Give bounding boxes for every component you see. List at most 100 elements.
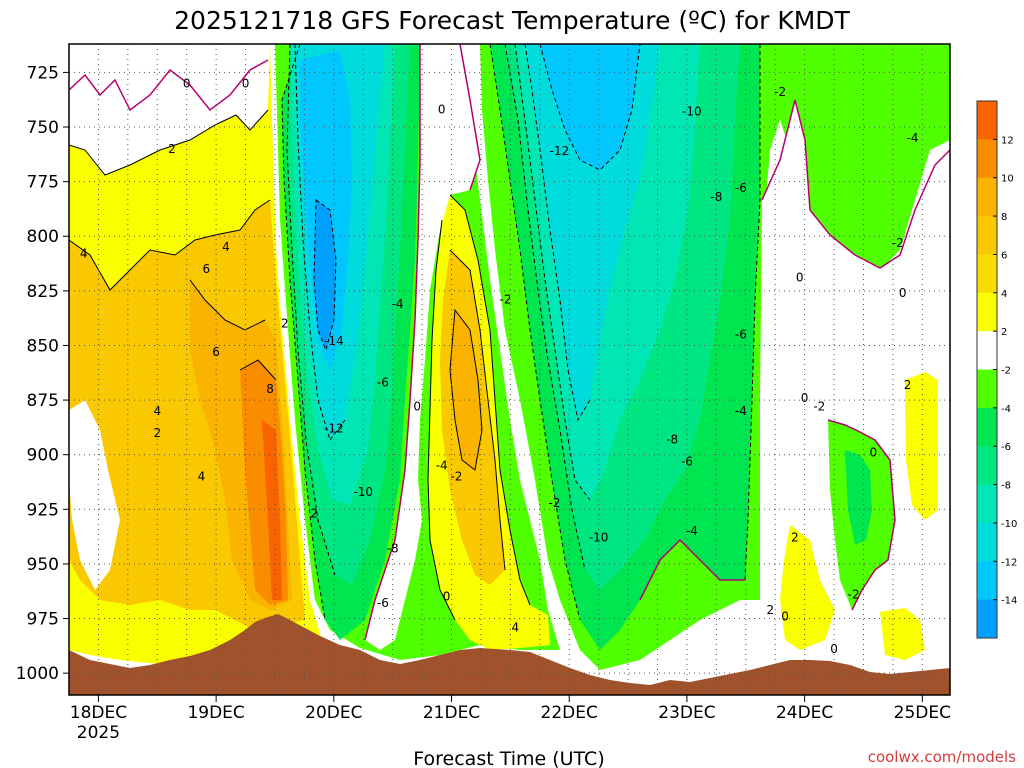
east-green-pocket-6: [845, 450, 872, 545]
colorbar-segment: [977, 139, 997, 179]
contour-label: 0: [796, 271, 804, 285]
contour-label: 4: [153, 404, 161, 418]
contour-label: -2: [549, 496, 561, 510]
contour-label: 2: [791, 531, 799, 545]
y-tick-label: 775: [27, 173, 59, 193]
contour-label: 0: [869, 446, 877, 460]
warm-region-orange-10: [262, 420, 282, 600]
contour-label: 2: [281, 317, 289, 331]
chart-title: 2025121718 GFS Forecast Temperature (ºC)…: [174, 6, 850, 35]
colorbar-tick-label: -10: [1001, 519, 1017, 530]
contour-label: 4: [511, 620, 519, 634]
east-white-zone: [760, 100, 950, 670]
colorbar-tick-label: -14: [1001, 596, 1017, 607]
x-axis-label: Forecast Time (UTC): [413, 748, 604, 768]
contour-label: 2: [168, 142, 176, 156]
contour-label: -10: [589, 531, 609, 545]
colorbar-tick-label: 4: [1001, 289, 1007, 300]
contour-label: 2: [153, 426, 161, 440]
colorbar-tick-label: -8: [1001, 481, 1011, 492]
terrain: [69, 614, 950, 695]
contour-label: 0: [443, 590, 451, 604]
y-tick-label: 900: [27, 446, 59, 466]
contour-label: -4: [907, 131, 919, 145]
y-tick-label: 725: [27, 63, 59, 83]
contour-label: -8: [666, 432, 678, 446]
contour-label: -2: [450, 470, 462, 484]
contour-label: 0: [781, 609, 789, 623]
contour-label: -2: [813, 400, 825, 414]
contour-label: -4: [686, 524, 698, 538]
colorbar-tick-label: -2: [1001, 366, 1011, 377]
colorbar-segment: [977, 407, 997, 447]
contour-label: 4: [80, 247, 88, 261]
colorbar-segment: [977, 599, 997, 639]
y-tick-label: 800: [27, 227, 59, 247]
east-yellow-pocket-1: [780, 525, 835, 650]
y-tick-label: 875: [27, 391, 59, 411]
colorbar-segment: [977, 216, 997, 255]
contour-label: 4: [198, 470, 206, 484]
colorbar-segment: [977, 446, 997, 486]
contour-label: 0: [830, 642, 838, 656]
x-tick-label: 22DEC: [541, 703, 598, 723]
colorbar-segment: [977, 292, 997, 332]
y-tick-label: 950: [27, 555, 59, 575]
contour-label: -6: [377, 596, 389, 610]
y-tick-label: 925: [27, 500, 59, 520]
contour-label: -14: [324, 334, 344, 348]
contour-label: -10: [353, 485, 373, 499]
contour-label: -6: [735, 328, 747, 342]
colorbar-segment: [977, 369, 997, 409]
east-yellow-pocket-3: [880, 608, 925, 660]
y-tick-label: 850: [27, 336, 59, 356]
contour-label: 0: [242, 76, 250, 90]
east-yellow-pocket-2: [905, 372, 938, 520]
east-cold-cyan-14: [540, 44, 640, 170]
contour-label: -4: [735, 404, 747, 418]
contour-label: -6: [735, 181, 747, 195]
contour-label: -8: [710, 190, 722, 204]
colorbar-segment: [977, 177, 997, 217]
contour-label: -12: [550, 144, 570, 158]
colorbar-segment: [977, 101, 997, 140]
white-zone-mid: [365, 44, 480, 650]
contour-label: -6: [377, 376, 389, 390]
warm-lobe-orange-6: [450, 310, 482, 470]
credit-text[interactable]: coolwx.com/models: [868, 748, 1016, 766]
contour-lines-dashed: [281, 44, 761, 621]
colorbar-segment: [977, 484, 997, 524]
cold-region-blue-14: [314, 200, 336, 350]
colorbar-segment: [977, 561, 997, 601]
contour-labels: 0 024646842422-14-12-10-8-6-6-40-4-200-24…: [80, 76, 919, 656]
contour-label: -6: [681, 454, 693, 468]
colorbar-tick-label: 6: [1001, 250, 1007, 261]
contour-label: 6: [212, 345, 220, 359]
grid: [69, 44, 950, 695]
contour-label: 2: [310, 507, 318, 521]
contour-label: 8: [266, 382, 274, 396]
contour-label: 0: [801, 391, 809, 405]
x-tick-sublabel: 2025: [77, 723, 120, 743]
colorbar-tick-label: -4: [1001, 404, 1011, 415]
contour-label: 4: [222, 240, 230, 254]
x-tick-label: 24DEC: [776, 703, 833, 723]
y-axis: 725 750 775 800 825 850 875 900 925 950 975 1000: [16, 63, 69, 684]
contour-label: -2: [892, 236, 904, 250]
contour-label: -4: [436, 459, 448, 473]
x-tick-label: 20DEC: [305, 703, 362, 723]
x-tick-label: 23DEC: [658, 703, 715, 723]
colorbar-tick-label: -12: [1001, 557, 1017, 568]
y-tick-label: 825: [27, 282, 59, 302]
colorbar-segment: [977, 254, 997, 294]
contour-label: -4: [392, 297, 404, 311]
contour-label: 6: [202, 262, 210, 276]
contour-label: 2: [766, 603, 774, 617]
colorbar-tick-label: 10: [1001, 174, 1014, 185]
contour-label: -10: [682, 105, 702, 119]
x-tick-label: 19DEC: [187, 703, 244, 723]
y-tick-label: 1000: [16, 664, 59, 684]
cold-cap-white: [69, 44, 270, 175]
